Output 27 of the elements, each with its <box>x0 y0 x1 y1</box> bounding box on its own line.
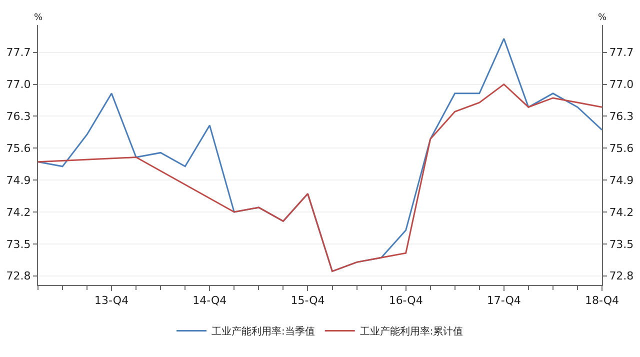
y-tick-label: 77.0 <box>6 78 31 92</box>
legend-label: 工业产能利用率:当季值 <box>212 326 315 338</box>
legend-label: 工业产能利用率:累计值 <box>360 326 464 338</box>
y2-tick-label: 74.2 <box>609 206 634 219</box>
y-tick-label: 72.8 <box>6 270 31 283</box>
x-tick-label: 14-Q4 <box>192 294 227 308</box>
y2-tick-label: 77.7 <box>609 46 634 60</box>
x-tick-label: 13-Q4 <box>94 294 129 308</box>
y2-tick-label: 73.5 <box>609 238 634 251</box>
y-tick-label: 76.3 <box>6 110 31 124</box>
x-tick-label: 16-Q4 <box>388 294 423 308</box>
x-tick-label: 17-Q4 <box>486 294 521 308</box>
y-tick-label: 77.7 <box>6 46 31 60</box>
x-tick-label: 15-Q4 <box>290 294 325 308</box>
y2-tick-label: 72.8 <box>609 270 634 283</box>
x-tick-label: 18-Q4 <box>584 294 620 308</box>
y-axis-title: % <box>34 13 43 23</box>
line-series <box>38 84 602 272</box>
y2-tick-label: 74.9 <box>609 174 634 187</box>
y-tick-label: 75.6 <box>6 142 31 156</box>
y2-tick-label: 77.0 <box>609 78 634 92</box>
y-tick-label: 73.5 <box>6 238 31 251</box>
y2-tick-label: 76.3 <box>609 110 634 124</box>
y-tick-label: 74.9 <box>6 174 31 187</box>
y-tick-label: 74.2 <box>6 206 31 219</box>
y2-axis-title: % <box>598 13 607 23</box>
y2-tick-label: 75.6 <box>609 142 634 156</box>
